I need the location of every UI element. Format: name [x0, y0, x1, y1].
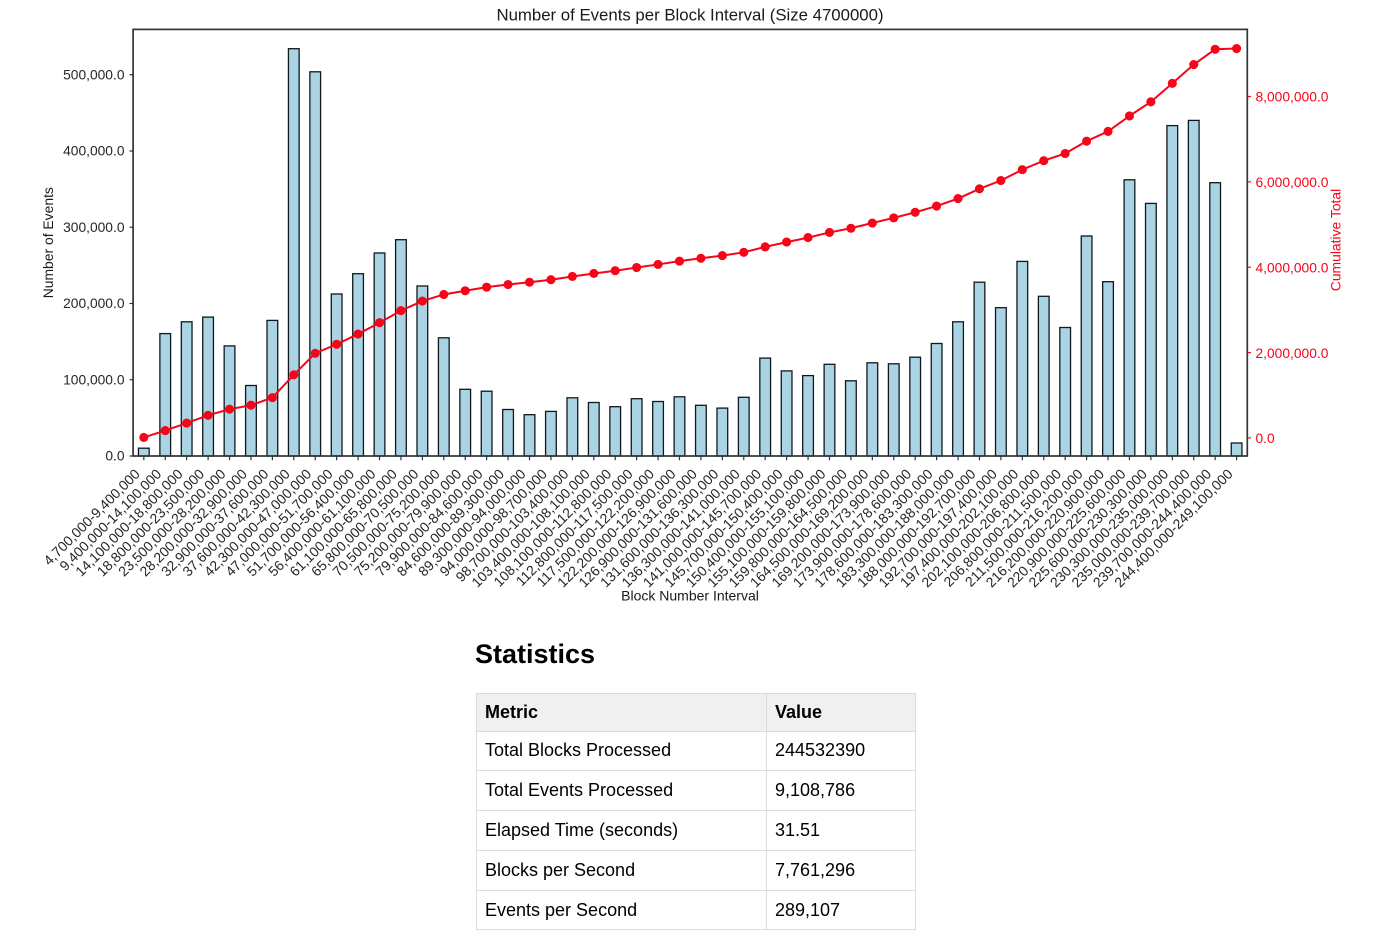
svg-text:6,000,000.0: 6,000,000.0 [1256, 175, 1329, 190]
svg-text:400,000.0: 400,000.0 [63, 144, 125, 159]
svg-text:Number of Events per Block Int: Number of Events per Block Interval (Siz… [496, 5, 883, 24]
svg-text:2,000,000.0: 2,000,000.0 [1256, 346, 1329, 361]
svg-text:4,000,000.0: 4,000,000.0 [1256, 260, 1329, 275]
svg-text:Number of Events: Number of Events [40, 187, 56, 298]
svg-text:300,000.0: 300,000.0 [63, 220, 125, 235]
svg-text:500,000.0: 500,000.0 [63, 67, 125, 82]
svg-text:8,000,000.0: 8,000,000.0 [1256, 90, 1329, 105]
svg-text:100,000.0: 100,000.0 [63, 372, 125, 387]
svg-text:0.0: 0.0 [105, 449, 125, 464]
svg-text:Block Number Interval: Block Number Interval [621, 588, 759, 604]
svg-text:Cumulative Total: Cumulative Total [1328, 189, 1344, 291]
svg-text:0.0: 0.0 [1256, 431, 1276, 446]
svg-text:200,000.0: 200,000.0 [63, 296, 125, 311]
